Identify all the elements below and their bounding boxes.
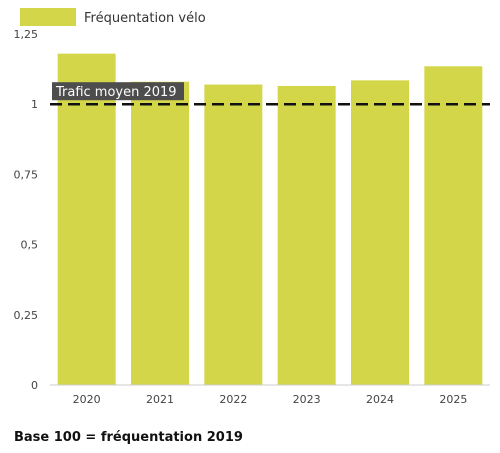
- y-tick-label: 0,75: [14, 168, 39, 181]
- x-tick-label: 2022: [219, 393, 247, 406]
- y-tick-label: 0: [31, 379, 38, 392]
- bar-2022: [204, 84, 263, 385]
- base-note: Base 100 = fréquentation 2019: [14, 430, 243, 445]
- x-tick-label: 2023: [293, 393, 321, 406]
- x-tick-label: 2024: [366, 393, 394, 406]
- bar-2024: [351, 80, 409, 385]
- bar-2025: [424, 66, 483, 386]
- bar-2021: [131, 81, 189, 386]
- y-tick-label: 1: [31, 98, 38, 111]
- legend-label: Fréquentation vélo: [84, 11, 206, 26]
- y-tick-label: 0,5: [21, 239, 39, 252]
- y-tick-label: 1,25: [14, 28, 39, 41]
- reference-label: Trafic moyen 2019: [55, 85, 177, 100]
- bar-2020: [57, 53, 116, 385]
- y-tick-label: 0,25: [14, 309, 39, 322]
- x-tick-label: 2025: [439, 393, 467, 406]
- legend-swatch: [20, 8, 76, 26]
- x-tick-label: 2021: [146, 393, 174, 406]
- bar-2023: [277, 85, 336, 385]
- bar-chart: Fréquentation vélo 0 0,25 0,5 0,75 1 1,25 2020 2…: [14, 8, 490, 406]
- x-tick-label: 2020: [73, 393, 101, 406]
- reference-label-bg: [52, 82, 184, 101]
